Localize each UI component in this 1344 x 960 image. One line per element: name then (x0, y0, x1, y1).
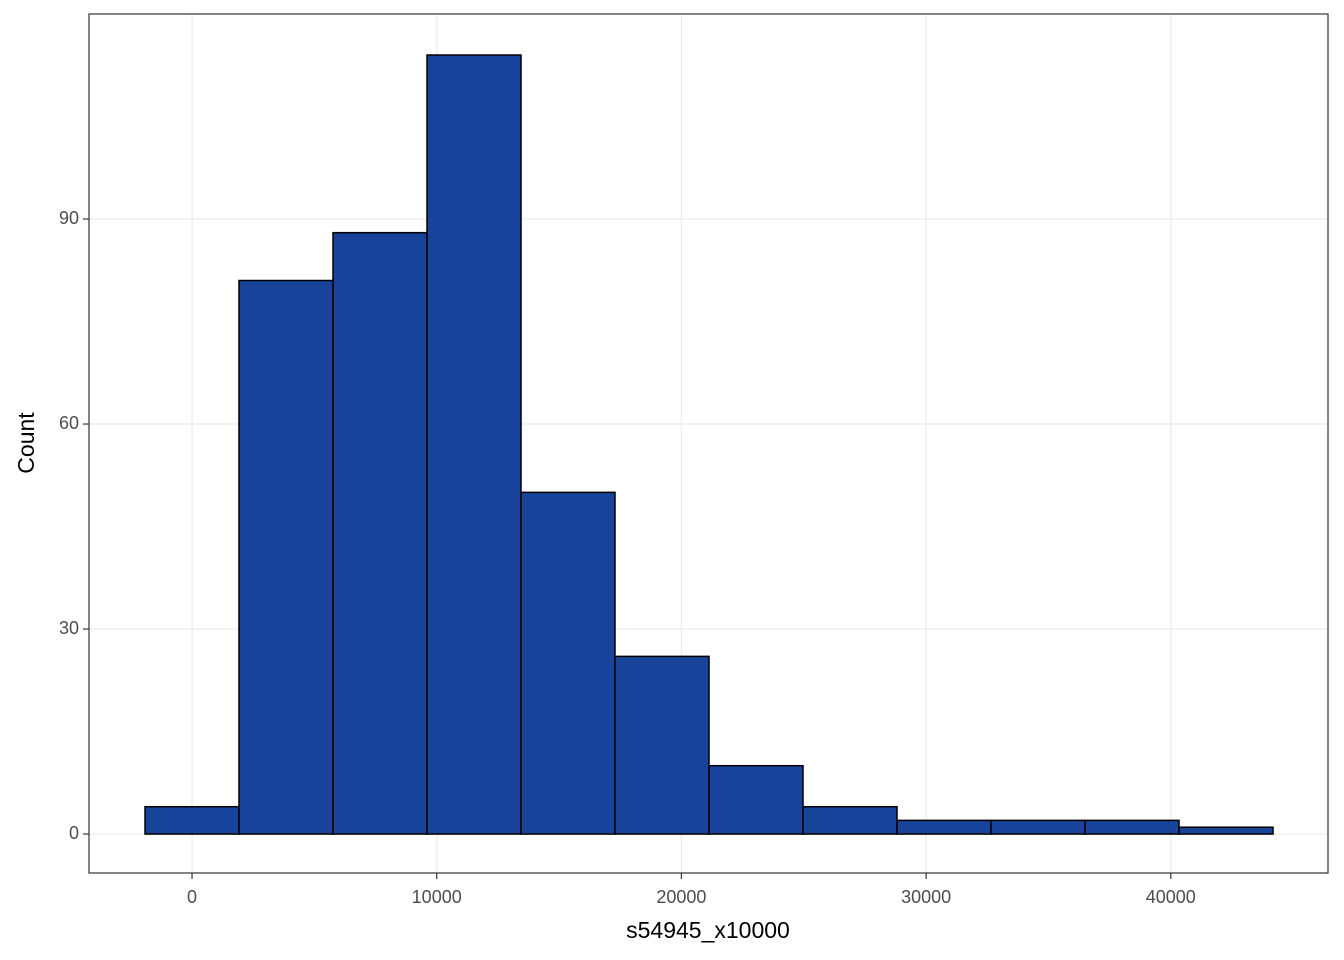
y-axis-title: Count (13, 412, 39, 474)
bars (144, 54, 1274, 835)
y-tick-label: 0 (69, 823, 79, 843)
x-tick-label: 0 (187, 887, 197, 907)
y-tick-label: 60 (59, 413, 79, 433)
bar (332, 231, 428, 835)
bar (426, 54, 522, 835)
bar (614, 655, 710, 835)
bar (1084, 819, 1180, 835)
y-tick-label: 90 (59, 208, 79, 228)
x-tick-label: 20000 (656, 887, 706, 907)
bar (520, 491, 616, 835)
x-tick-label: 10000 (412, 887, 462, 907)
bar (896, 819, 992, 835)
bar (1178, 826, 1274, 835)
x-tick-label: 40000 (1146, 887, 1196, 907)
bar (708, 764, 804, 835)
panel-border (88, 13, 1329, 874)
bar (802, 805, 898, 835)
x-axis-title: s54945_x10000 (626, 917, 790, 943)
x-tick-label: 30000 (901, 887, 951, 907)
bar (238, 279, 334, 835)
y-tick-label: 30 (59, 618, 79, 638)
bar (144, 805, 240, 835)
bar (990, 819, 1086, 835)
